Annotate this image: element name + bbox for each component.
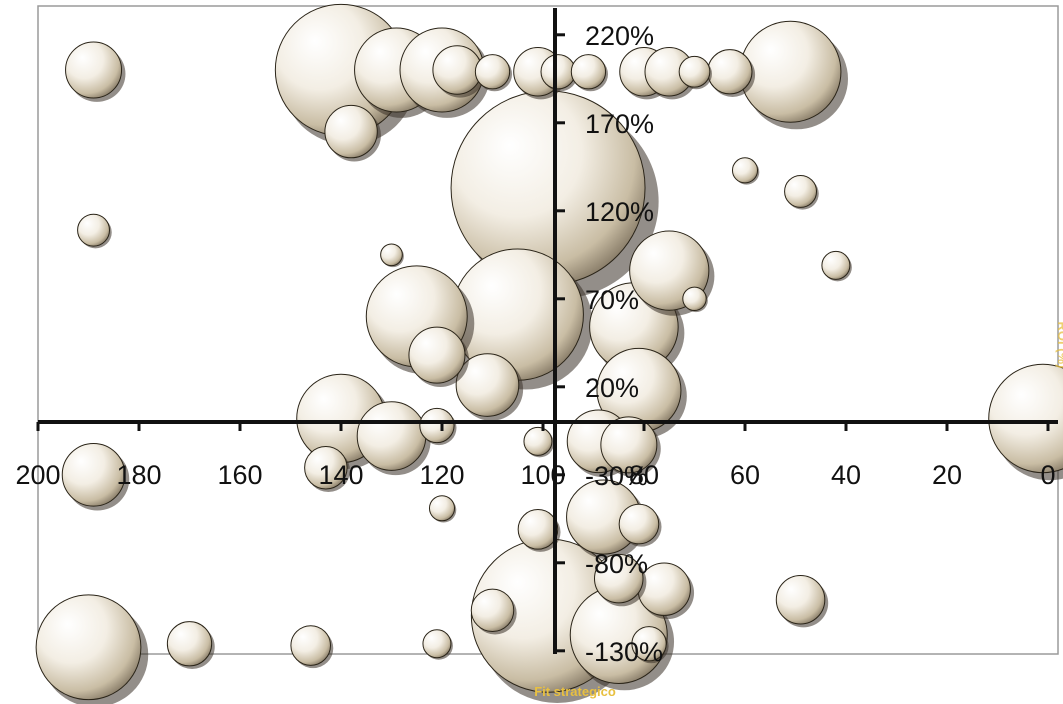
x-tick-label: 60 [730,460,760,490]
y-tick-label: -80% [585,549,648,579]
bubble-point [731,157,760,185]
x-axis-title: Fit strategico [534,684,616,699]
bubble-point [566,479,646,560]
y-tick-label: -30% [585,461,648,491]
bubble-point [408,326,469,388]
bubble-point [428,495,457,523]
y-tick-label: 120% [585,197,654,227]
bubble-point [678,55,712,90]
bubble-point [618,503,662,547]
bubble-point [166,621,215,669]
y-tick-label: 170% [585,109,654,139]
bubble-point [432,45,485,98]
bubble-point [784,174,819,210]
tick-labels: 200 180 160 140 120 100 80 60 40 20 0220%170%120%7… [15,21,1055,667]
bubble-point [517,509,561,552]
x-tick-label: 180 [116,460,161,490]
x-tick-label: 0 [1040,460,1055,490]
bubble-point [523,426,554,458]
bubble-point [821,250,852,282]
axes [36,8,1058,654]
y-tick-label: 70% [585,285,639,315]
x-tick-label: 40 [831,460,861,490]
bubble-point [419,407,457,446]
bubble-point [290,625,334,669]
bubble-point [775,575,829,628]
x-tick-label: 160 [217,460,262,490]
x-tick-label: 120 [419,460,464,490]
bubble-point [988,363,1063,481]
bubble-point [682,286,708,313]
bubble-point [474,54,513,92]
x-tick-label: 100 [520,460,565,490]
bubble-point [61,442,130,511]
bubble-point [380,243,404,268]
bubble-point [455,353,524,421]
x-tick-label: 200 [15,460,60,490]
bubble-point [65,41,126,102]
bubble-point [77,213,112,249]
y-tick-label: -130% [585,637,663,667]
bubble-point [707,49,756,97]
bubble-layer [35,3,1063,704]
bubble-point [631,626,669,664]
bubble-point [739,20,848,130]
x-tick-label: 80 [629,460,659,490]
bubble-point [35,594,149,704]
bubble-point [422,629,453,660]
y-tick-label: 20% [585,373,639,403]
x-tick-label: 140 [318,460,363,490]
y-tick-label: 220% [585,21,654,51]
bubble-point [304,446,351,492]
bubble-point [570,54,608,92]
x-tick-label: 20 [932,460,962,490]
bubble-point [324,104,381,162]
bubble-point [470,588,517,635]
y-axis-title: ROI (%) [1055,322,1063,369]
bubble-point [594,553,647,607]
